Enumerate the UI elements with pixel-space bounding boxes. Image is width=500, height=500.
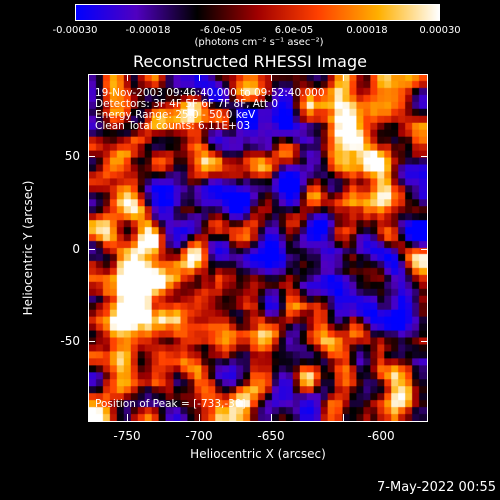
- y-tick: [421, 341, 428, 342]
- x-axis-label: Heliocentric X (arcsec): [190, 447, 326, 461]
- colorbar-tick-label: -0.00030: [52, 25, 98, 36]
- x-tick: [127, 74, 128, 81]
- image-plot: [88, 74, 428, 422]
- info-time-range: 19-Nov-2003 09:46:40.000 to 09:52:40.000: [95, 87, 325, 99]
- colorbar-tick-label: 0.00018: [346, 25, 388, 36]
- y-tick-label: -50: [60, 334, 80, 348]
- y-tick: [421, 249, 428, 250]
- colorbar-tick-label: 0.00030: [419, 25, 461, 36]
- x-tick-label: -750: [113, 429, 141, 443]
- x-tick: [343, 74, 344, 81]
- y-tick: [88, 156, 95, 157]
- x-tick: [127, 414, 128, 421]
- x-tick: [271, 414, 272, 421]
- y-tick-label: 50: [64, 149, 80, 163]
- heatmap-image: [89, 75, 427, 421]
- info-detectors: Detectors: 3F 4F 5F 6F 7F 8F, Att 0: [95, 98, 279, 110]
- x-tick: [271, 74, 272, 81]
- info-total-counts: Clean Total counts: 6.11E+03: [95, 120, 251, 132]
- y-tick: [88, 249, 95, 250]
- colorbar-tick-label: -6.0e-05: [200, 25, 242, 36]
- x-tick-label: -600: [367, 429, 395, 443]
- y-tick: [88, 341, 95, 342]
- x-tick: [199, 414, 200, 421]
- colorbar: [75, 4, 440, 21]
- info-peak-position: Position of Peak = [-733,-30]: [95, 398, 246, 410]
- colorbar-units: (photons cm⁻² s⁻¹ asec⁻²): [194, 37, 324, 48]
- colorbar-tick-label: 6.0e-05: [274, 25, 314, 36]
- plot-title: Reconstructed RHESSI Image: [133, 52, 367, 71]
- x-tick-label: -650: [257, 429, 285, 443]
- y-axis-label: Heliocentric Y (arcsec): [21, 180, 35, 316]
- x-tick-label: -700: [185, 429, 213, 443]
- x-tick: [343, 414, 344, 421]
- info-energy-range: Energy Range: 25.0 - 50.0 keV: [95, 109, 256, 121]
- footer-timestamp: 7-May-2022 00:55: [377, 480, 496, 495]
- y-tick: [421, 156, 428, 157]
- x-tick: [199, 74, 200, 81]
- y-tick-label: 0: [72, 242, 80, 256]
- colorbar-tick-label: -0.00018: [125, 25, 171, 36]
